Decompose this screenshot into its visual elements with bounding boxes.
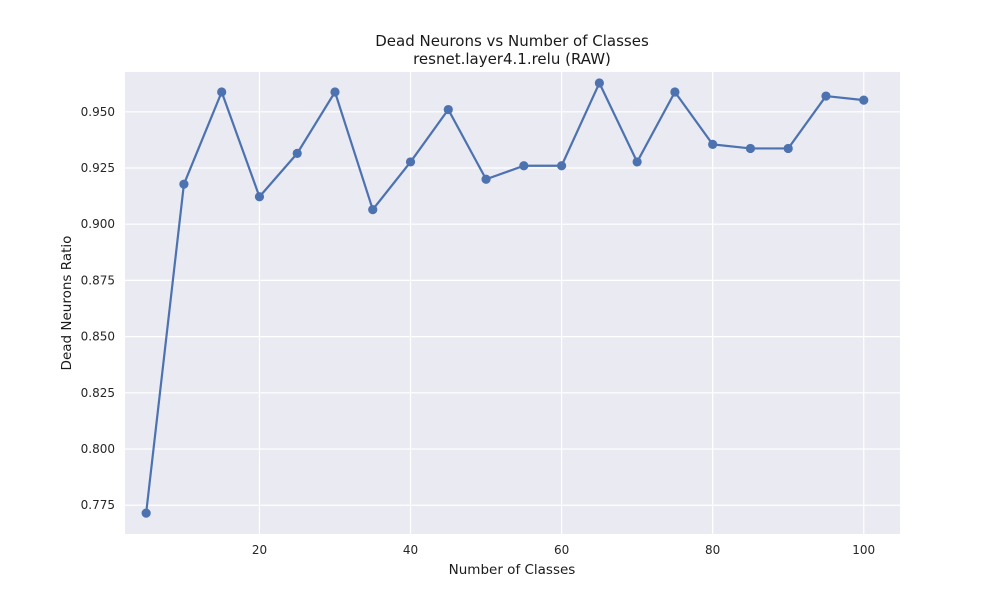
data-point	[254, 192, 265, 202]
data-point	[519, 161, 529, 171]
data-point	[859, 95, 869, 105]
y-tick-label: 0.900	[81, 217, 115, 231]
data-point	[405, 157, 416, 167]
chart-title: Dead Neurons vs Number of Classes	[375, 32, 649, 50]
data-point	[821, 91, 831, 101]
x-axis-label: Number of Classes	[449, 562, 576, 578]
data-point	[783, 143, 793, 154]
x-tick-label: 20	[252, 543, 267, 557]
data-point	[594, 78, 604, 88]
y-tick-label: 0.825	[81, 386, 115, 400]
data-point	[179, 179, 189, 189]
data-point	[141, 508, 151, 518]
data-point	[292, 148, 302, 158]
data-point	[368, 204, 378, 215]
y-tick-label: 0.800	[81, 442, 115, 456]
x-tick-label: 40	[403, 543, 418, 557]
grid	[125, 72, 900, 534]
series-group	[141, 78, 869, 518]
y-tick-label: 0.950	[81, 105, 115, 119]
tick-labels: 20 40 60 80 100 0.775 0.800 0.825 0.850 0.875 0.90…	[81, 105, 876, 557]
plot-area	[125, 72, 900, 534]
x-tick-label: 60	[554, 543, 569, 557]
data-point	[556, 161, 567, 171]
chart-subtitle: resnet.layer4.1.relu (RAW)	[413, 50, 611, 68]
y-tick-label: 0.925	[81, 161, 115, 175]
data-point	[217, 87, 227, 97]
x-tick-label: 80	[705, 543, 720, 557]
data-point	[745, 143, 756, 154]
data-point	[443, 104, 453, 115]
y-tick-label: 0.850	[81, 330, 115, 344]
data-point	[632, 157, 642, 167]
data-point	[708, 139, 718, 149]
series-line	[145, 81, 864, 514]
y-axis-label: Dead Neurons Ratio	[59, 236, 75, 371]
data-point	[330, 87, 340, 97]
data-point	[670, 87, 680, 97]
x-tick-label: 100	[852, 543, 875, 557]
y-tick-label: 0.875	[81, 273, 115, 287]
data-point	[481, 174, 491, 184]
y-tick-label: 0.775	[81, 498, 115, 512]
